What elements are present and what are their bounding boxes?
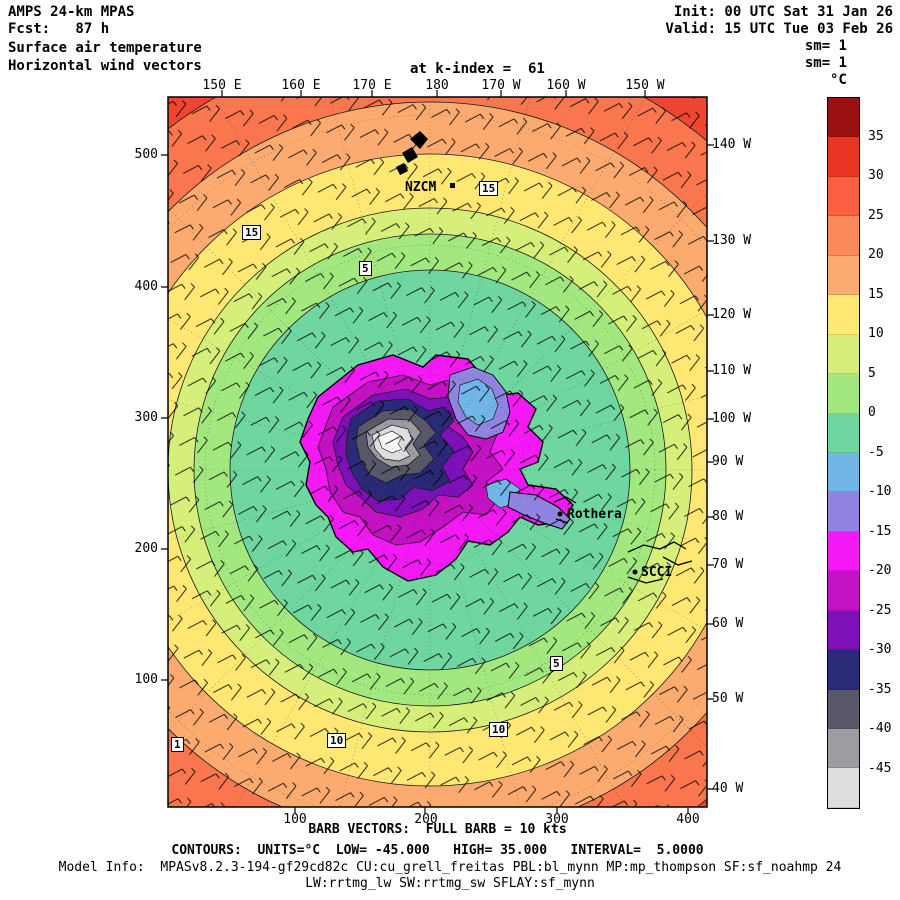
header-title: AMPS 24-km MPAS — [8, 4, 135, 20]
init-label: Init: 00 UTC Sat 31 Jan 26 — [673, 4, 893, 20]
stations-layer: NZCM Rothera SCCI — [405, 180, 672, 580]
contour-label: 10 — [489, 722, 509, 737]
colorbar-cell — [828, 295, 859, 335]
header-vectors: Horizontal wind vectors — [8, 58, 202, 74]
colorbar-tick-label: -5 — [868, 445, 884, 460]
colorbar-cell — [828, 650, 859, 690]
barb-legend: BARB VECTORS: FULL BARB = 10 kts — [308, 822, 567, 837]
colorbar-cell — [828, 768, 859, 808]
colorbar-cell — [828, 492, 859, 532]
station-marker-scci — [632, 569, 638, 575]
axis-label-top: 150 E — [202, 78, 242, 93]
colorbar-tick-label: -10 — [868, 484, 892, 499]
contour-label: 15 — [242, 225, 262, 240]
colorbar-tick-label: -20 — [868, 563, 892, 578]
axis-label-right: 100 W — [712, 411, 752, 426]
colorbar-tick-label: -15 — [868, 524, 892, 539]
axis-label-left: 100 — [134, 672, 158, 687]
axis-label-bottom: 100 — [283, 812, 307, 827]
header-fcst: Fcst: 87 h — [8, 21, 110, 37]
axis-label-bottom: 200 — [414, 812, 438, 827]
axis-label-left: 400 — [134, 279, 158, 294]
colorbar-tick-label: -25 — [868, 603, 892, 618]
axis-label-bottom: 400 — [676, 812, 700, 827]
colorbar-tick-label: 15 — [868, 287, 884, 302]
axis-label-top: 150 W — [625, 78, 665, 93]
colorbar-tick-label: -40 — [868, 721, 892, 736]
axis-label-right: 140 W — [712, 137, 752, 152]
k-index-label: at k-index = 61 — [410, 61, 545, 77]
contour-label: 5 — [550, 656, 563, 671]
axis-label-left: 500 — [134, 147, 158, 162]
colorbar-cell — [828, 137, 859, 177]
model-info-2: LW:rrtmg_lw SW:rrtmg_sw SFLAY:sf_mynn — [305, 876, 595, 891]
axis-label-top: 160 E — [281, 78, 321, 93]
colorbar-tick-label: -35 — [868, 682, 892, 697]
colorbar-cell — [828, 255, 859, 296]
colorbar-cell — [828, 729, 859, 769]
axis-label-top: 180 — [425, 78, 449, 93]
station-label-nzcm: NZCM — [405, 180, 436, 195]
colorbar-tick-label: -30 — [868, 642, 892, 657]
station-label-rothera: Rothera — [567, 507, 622, 522]
colorbar-tick-label: 0 — [868, 405, 876, 420]
colorbar-cell — [828, 176, 859, 217]
contour-label: 5 — [359, 261, 372, 276]
valid-label: Valid: 15 UTC Tue 03 Feb 26 — [665, 21, 893, 37]
axis-label-top: 170 W — [481, 78, 521, 93]
map-svg: NZCM Rothera SCCI — [161, 90, 714, 814]
axis-label-top: 160 W — [546, 78, 586, 93]
axis-label-right: 110 W — [712, 363, 752, 378]
colorbar-cell — [828, 374, 859, 414]
colorbar-tick-label: 30 — [868, 168, 884, 183]
colorbar-cell — [828, 413, 859, 453]
header-variable: Surface air temperature — [8, 40, 202, 56]
colorbar-tick-label: 5 — [868, 366, 876, 381]
colorbar-cell — [828, 334, 859, 375]
colorbar-unit-label: °C — [830, 72, 847, 88]
axis-label-right: 70 W — [712, 557, 744, 572]
colorbar-tick-label: 10 — [868, 326, 884, 341]
colorbar-tick-label: -45 — [868, 761, 892, 776]
contour-label: 15 — [479, 181, 499, 196]
colorbar-tick-label: 35 — [868, 129, 884, 144]
contour-label: 1 — [171, 737, 184, 752]
axis-label-right: 90 W — [712, 454, 744, 469]
model-info: Model Info: MPASv8.2.3-194-gf29cd82c CU:… — [58, 860, 842, 875]
colorbar-cell — [828, 571, 859, 611]
colorbar — [827, 97, 860, 809]
colorbar-cell — [828, 689, 859, 729]
axis-label-top: 170 E — [352, 78, 392, 93]
colorbar-cell — [828, 216, 859, 256]
colorbar-cell — [828, 98, 859, 138]
sm-label-2: sm= 1 — [804, 55, 847, 71]
axis-label-left: 200 — [134, 541, 158, 556]
coastline — [396, 131, 693, 584]
axis-label-right: 60 W — [712, 616, 744, 631]
contour-label: 10 — [327, 733, 347, 748]
axis-label-right: 130 W — [712, 233, 752, 248]
wind-barbs-layer — [168, 97, 707, 807]
axis-label-left: 300 — [134, 410, 158, 425]
station-marker-rothera — [557, 511, 563, 517]
sm-label-1: sm= 1 — [804, 38, 847, 54]
axis-label-right: 120 W — [712, 307, 752, 322]
header-right: Init: 00 UTC Sat 31 Jan 26 Valid: 15 UTC… — [665, 4, 893, 72]
axis-label-right: 80 W — [712, 509, 744, 524]
station-marker-nzcm — [450, 183, 455, 188]
colorbar-cell — [828, 452, 859, 493]
axis-label-bottom: 300 — [545, 812, 569, 827]
contour-info: CONTOURS: UNITS=°C LOW= -45.000 HIGH= 35… — [171, 843, 704, 858]
colorbar-tick-label: 20 — [868, 247, 884, 262]
axis-ticks — [161, 90, 714, 814]
axis-label-right: 40 W — [712, 781, 744, 796]
station-label-scci: SCCI — [641, 565, 672, 580]
colorbar-cell — [828, 610, 859, 651]
axis-label-right: 50 W — [712, 691, 744, 706]
colorbar-cell — [828, 531, 859, 572]
colorbar-tick-label: 25 — [868, 208, 884, 223]
